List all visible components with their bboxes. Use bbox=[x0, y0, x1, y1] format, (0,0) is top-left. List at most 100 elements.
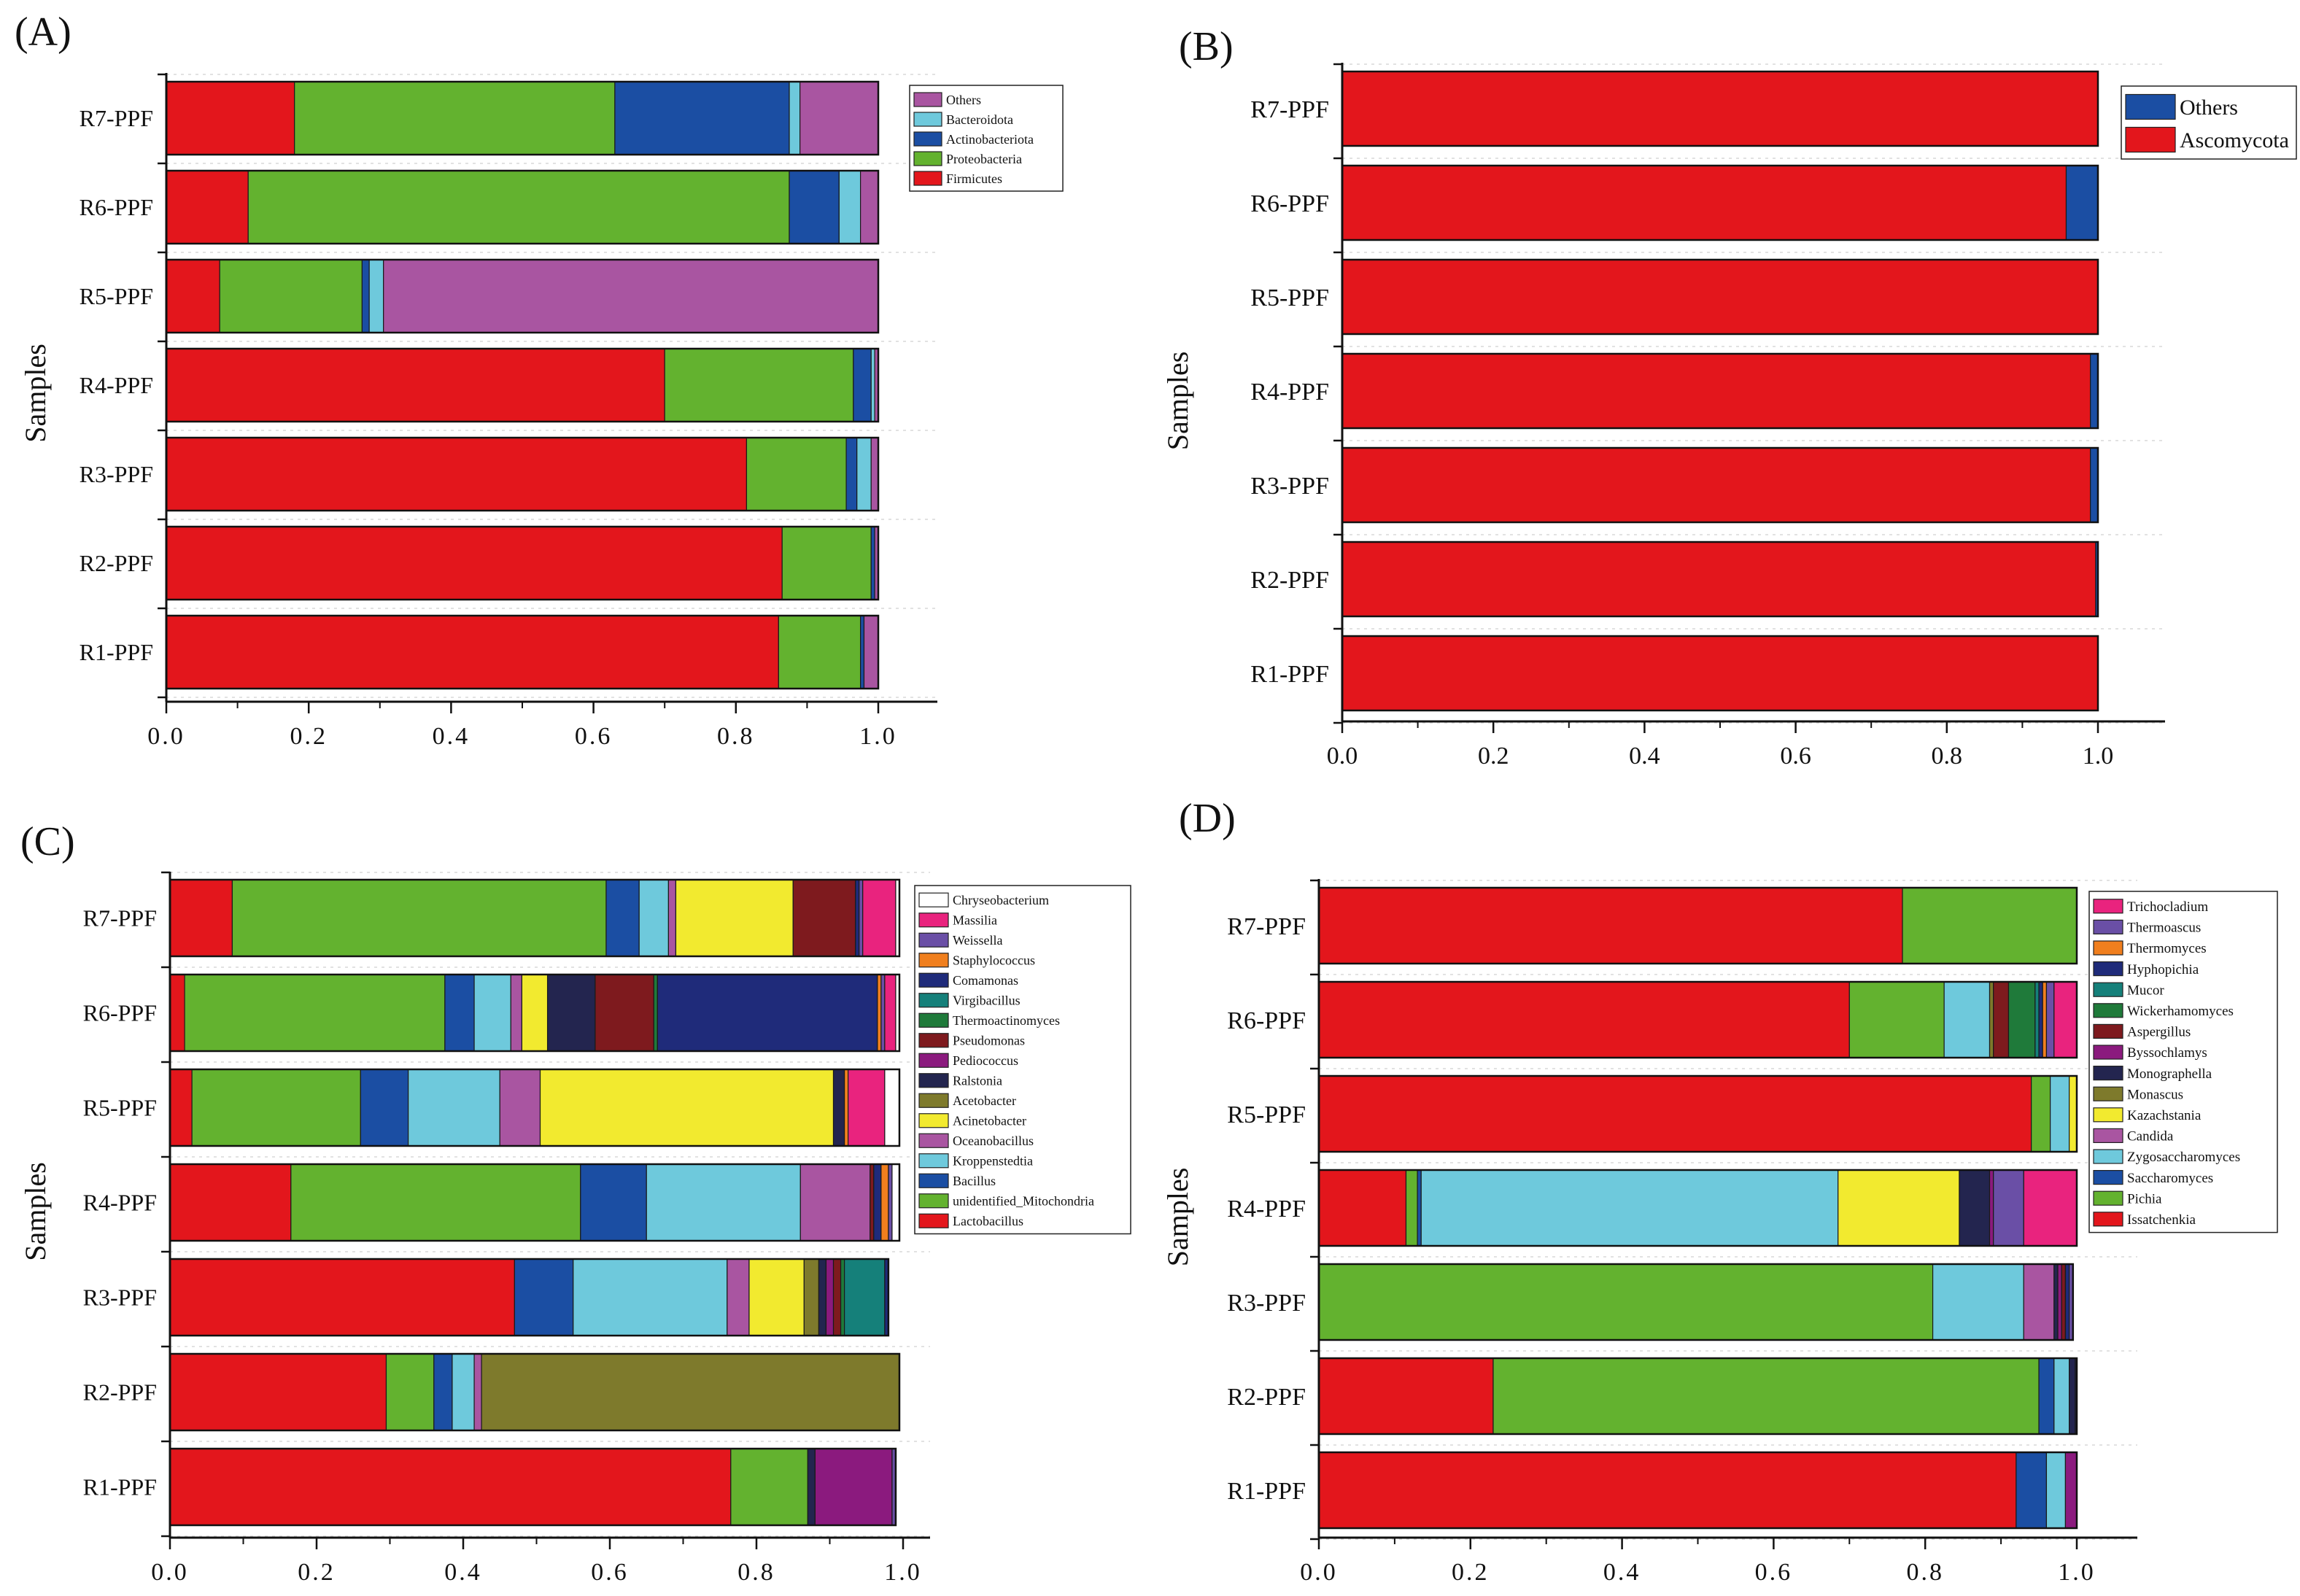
bar-segment-r1-ppf-ralstonia bbox=[807, 1448, 816, 1526]
category-label: R7-PPF bbox=[83, 905, 157, 931]
legend-label: Others bbox=[2180, 96, 2238, 120]
bar-segment-r7-ppf-actinobacteriota bbox=[614, 81, 790, 155]
legend-swatch-others bbox=[2125, 93, 2176, 120]
legend-label: Zygosaccharomyces bbox=[2127, 1150, 2240, 1165]
category-label: R7-PPF bbox=[80, 105, 153, 131]
bar-segment-r1-ppf-pediococcus bbox=[814, 1448, 893, 1526]
bar-segment-r3-ppf-firmicutes bbox=[166, 437, 748, 511]
legend-label: Staphylococcus bbox=[953, 953, 1035, 968]
x-tick-label: 0.6 bbox=[591, 1559, 629, 1586]
category-label: R1-PPF bbox=[80, 639, 153, 665]
legend-swatch-thermomyces bbox=[2093, 940, 2123, 956]
bar-segment-r5-ppf-proteobacteria bbox=[219, 259, 363, 333]
bar-segment-r1-ppf-issatchenkia bbox=[1318, 1452, 2017, 1529]
bar-segment-r5-ppf-bacillus bbox=[360, 1069, 409, 1147]
legend-swatch-kazachstania bbox=[2093, 1107, 2123, 1123]
x-tick-label: 0.0 bbox=[151, 1559, 189, 1586]
bar-segment-r3-ppf-actinobacteriota bbox=[845, 437, 858, 511]
legend-label: Ralstonia bbox=[953, 1074, 1002, 1088]
legend-swatch-bacillus bbox=[918, 1173, 949, 1188]
bar-segment-r1-ppf-byssochlamys bbox=[2064, 1452, 2078, 1529]
panel-b: (B) Samples R7-PPF R6-PPF R5-PPF R4-PPF R3-PPF… bbox=[1161, 24, 2297, 770]
legend-swatch-issatchenkia bbox=[2093, 1212, 2123, 1227]
bar-segment-r6-ppf-others bbox=[859, 170, 879, 244]
bar-segment-r2-ppf-actinobacteriota bbox=[870, 526, 875, 600]
legend-label: Monascus bbox=[2127, 1087, 2183, 1102]
bar-segment-r6-ppf-firmicutes bbox=[166, 170, 249, 244]
bar-segment-r6-ppf-weissella bbox=[880, 974, 886, 1052]
bar-segment-r6-ppf-wickerhamomyces bbox=[2007, 981, 2036, 1058]
bar-segment-r4-ppf-ascomycota bbox=[1341, 353, 2091, 429]
bar-segment-r7-ppf-comamonas bbox=[855, 879, 860, 957]
bar-segment-r6-ppf-actinobacteriota bbox=[789, 170, 840, 244]
bar-segment-r4-ppf-byssochlamys bbox=[1989, 1169, 1994, 1247]
x-tick-label: 0.0 bbox=[1327, 743, 1358, 770]
bar-segment-r4-ppf-bacillus bbox=[580, 1163, 647, 1241]
bar-segment-r5-ppf-kazachstania bbox=[2069, 1075, 2078, 1153]
bar-segment-r6-ppf-acinetobacter bbox=[521, 974, 549, 1052]
x-tick-label: 0.8 bbox=[737, 1559, 775, 1586]
x-tick-label: 0.0 bbox=[1300, 1559, 1338, 1586]
bar-segment-r4-ppf-trichocladium bbox=[2023, 1169, 2078, 1247]
bar-segment-r1-ppf-saccharomyces bbox=[2016, 1452, 2048, 1529]
legend-label: Bacillus bbox=[953, 1174, 996, 1188]
bar-segment-r4-ppf-comamonas bbox=[873, 1163, 882, 1241]
bar-segment-r2-ppf-lactobacillus bbox=[169, 1353, 387, 1431]
legend-swatch-unidentified-mitochondria bbox=[918, 1193, 949, 1209]
bar-segment-r4-ppf-kroppenstedtia bbox=[646, 1163, 801, 1241]
bar-segment-r6-ppf-kroppenstedtia bbox=[473, 974, 511, 1052]
y-axis-title: Samples bbox=[19, 344, 52, 443]
legend-label: Byssochlamys bbox=[2127, 1045, 2207, 1061]
bar-segment-r7-ppf-ascomycota bbox=[1341, 71, 2099, 147]
bar-segment-r4-ppf-unidentified-mitochondria bbox=[290, 1163, 581, 1241]
bar-segment-r3-ppf-pichia bbox=[1318, 1263, 1934, 1341]
legend-label: Pediococcus bbox=[953, 1053, 1018, 1068]
bar-segment-r1-ppf-proteobacteria bbox=[778, 615, 861, 689]
y-axis-title: Samples bbox=[1161, 352, 1194, 451]
bar-segment-r3-ppf-bacillus bbox=[514, 1258, 574, 1336]
legend-label: Oceanobacillus bbox=[953, 1134, 1034, 1148]
bar-segment-r2-ppf-acetobacter bbox=[481, 1353, 900, 1431]
bar-segment-r4-ppf-kazachstania bbox=[1838, 1169, 1960, 1247]
legend-label: Proteobacteria bbox=[946, 152, 1022, 166]
bar-segment-r5-ppf-massilia bbox=[848, 1069, 886, 1147]
bar-segment-r7-ppf-acinetobacter bbox=[675, 879, 794, 957]
bar-segment-r1-ppf-others bbox=[863, 615, 879, 689]
category-label: R7-PPF bbox=[1250, 96, 1329, 123]
x-tick-label: 0.8 bbox=[1906, 1559, 1944, 1586]
bar-segment-r1-ppf-actinobacteriota bbox=[859, 615, 865, 689]
bar-segment-r6-ppf-thermoascus bbox=[2045, 981, 2055, 1058]
legend-label: Acetobacter bbox=[953, 1093, 1016, 1108]
bar-segment-r7-ppf-oceanobacillus bbox=[667, 879, 677, 957]
legend-swatch-thermoascus bbox=[2093, 919, 2123, 935]
bar-segment-r6-ppf-bacteroidota bbox=[838, 170, 861, 244]
bar-segment-r5-ppf-others bbox=[383, 259, 879, 333]
bar-segment-r6-ppf-thermoactinomyces bbox=[653, 974, 658, 1052]
legend-label: Pseudomonas bbox=[953, 1034, 1025, 1048]
bar-segment-r2-ppf-monographella bbox=[2069, 1357, 2076, 1435]
category-label: R2-PPF bbox=[1250, 567, 1329, 594]
bar-segment-r3-ppf-candida bbox=[2023, 1263, 2055, 1341]
bar-segment-r6-ppf-staphylococcus bbox=[877, 974, 882, 1052]
bar-segment-r6-ppf-pichia bbox=[1848, 981, 1945, 1058]
legend-label: Saccharomyces bbox=[2127, 1171, 2213, 1186]
legend-label: Pichia bbox=[2127, 1191, 2162, 1206]
legend-label: Mucor bbox=[2127, 983, 2164, 998]
bar-segment-r6-ppf-ascomycota bbox=[1341, 165, 2067, 241]
bar-segment-r7-ppf-proteobacteria bbox=[294, 81, 616, 155]
legend-label: Lactobacillus bbox=[953, 1214, 1023, 1228]
category-label: R5-PPF bbox=[1250, 284, 1329, 311]
legend-label: Thermoactinomyces bbox=[953, 1013, 1060, 1028]
category-label: R3-PPF bbox=[1227, 1290, 1306, 1317]
bar-segment-r3-ppf-others bbox=[2090, 447, 2099, 523]
legend-swatch-lactobacillus bbox=[918, 1213, 949, 1228]
category-label: R3-PPF bbox=[1250, 473, 1329, 500]
bar-segment-r7-ppf-firmicutes bbox=[166, 81, 295, 155]
legend-label: Chryseobacterium bbox=[953, 893, 1049, 907]
bar-segment-r2-ppf-bacillus bbox=[433, 1353, 453, 1431]
bar-segment-r3-ppf-hyphopichia bbox=[2064, 1263, 2070, 1341]
bar-segment-r3-ppf-lactobacillus bbox=[169, 1258, 515, 1336]
x-tick-label: 0.2 bbox=[290, 723, 328, 750]
category-label: R5-PPF bbox=[1227, 1101, 1306, 1128]
bar-segment-r5-ppf-staphylococcus bbox=[843, 1069, 849, 1147]
